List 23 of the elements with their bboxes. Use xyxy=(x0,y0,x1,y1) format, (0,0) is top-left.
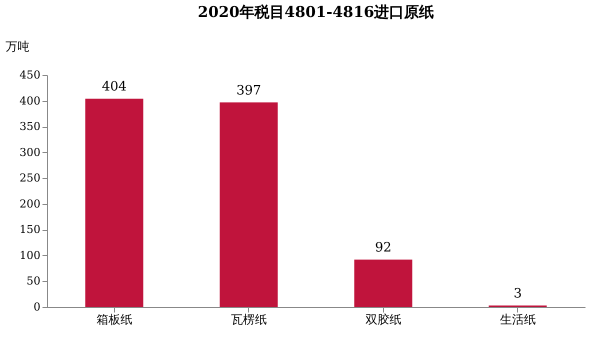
bar xyxy=(220,102,278,307)
y-tick-label: 350 xyxy=(20,120,40,134)
y-tick-label: 150 xyxy=(20,223,40,236)
y-tick-label: 450 xyxy=(20,68,40,82)
y-tick-label: 300 xyxy=(20,146,40,159)
bar xyxy=(354,260,412,307)
y-tick-label: 100 xyxy=(20,248,40,262)
chart-title: 2020年税目4801-4816进口原纸 xyxy=(198,3,434,21)
x-tick-label: 瓦楞纸 xyxy=(230,312,267,326)
y-tick-label: 0 xyxy=(34,300,40,314)
y-tick-label: 50 xyxy=(26,274,40,288)
y-tick-label: 400 xyxy=(20,94,40,108)
y-tick-label: 250 xyxy=(20,172,40,185)
x-tick-label: 生活纸 xyxy=(500,312,536,326)
x-tick-label: 箱板纸 xyxy=(96,312,132,326)
data-label: 92 xyxy=(374,240,392,256)
data-label: 397 xyxy=(236,83,262,98)
x-tick-label: 双胶纸 xyxy=(365,312,402,326)
y-axis-title: 万吨 xyxy=(6,40,30,54)
bar xyxy=(85,98,144,307)
data-label: 404 xyxy=(102,80,127,95)
y-tick-label: 200 xyxy=(20,197,40,210)
data-label: 3 xyxy=(514,286,522,302)
